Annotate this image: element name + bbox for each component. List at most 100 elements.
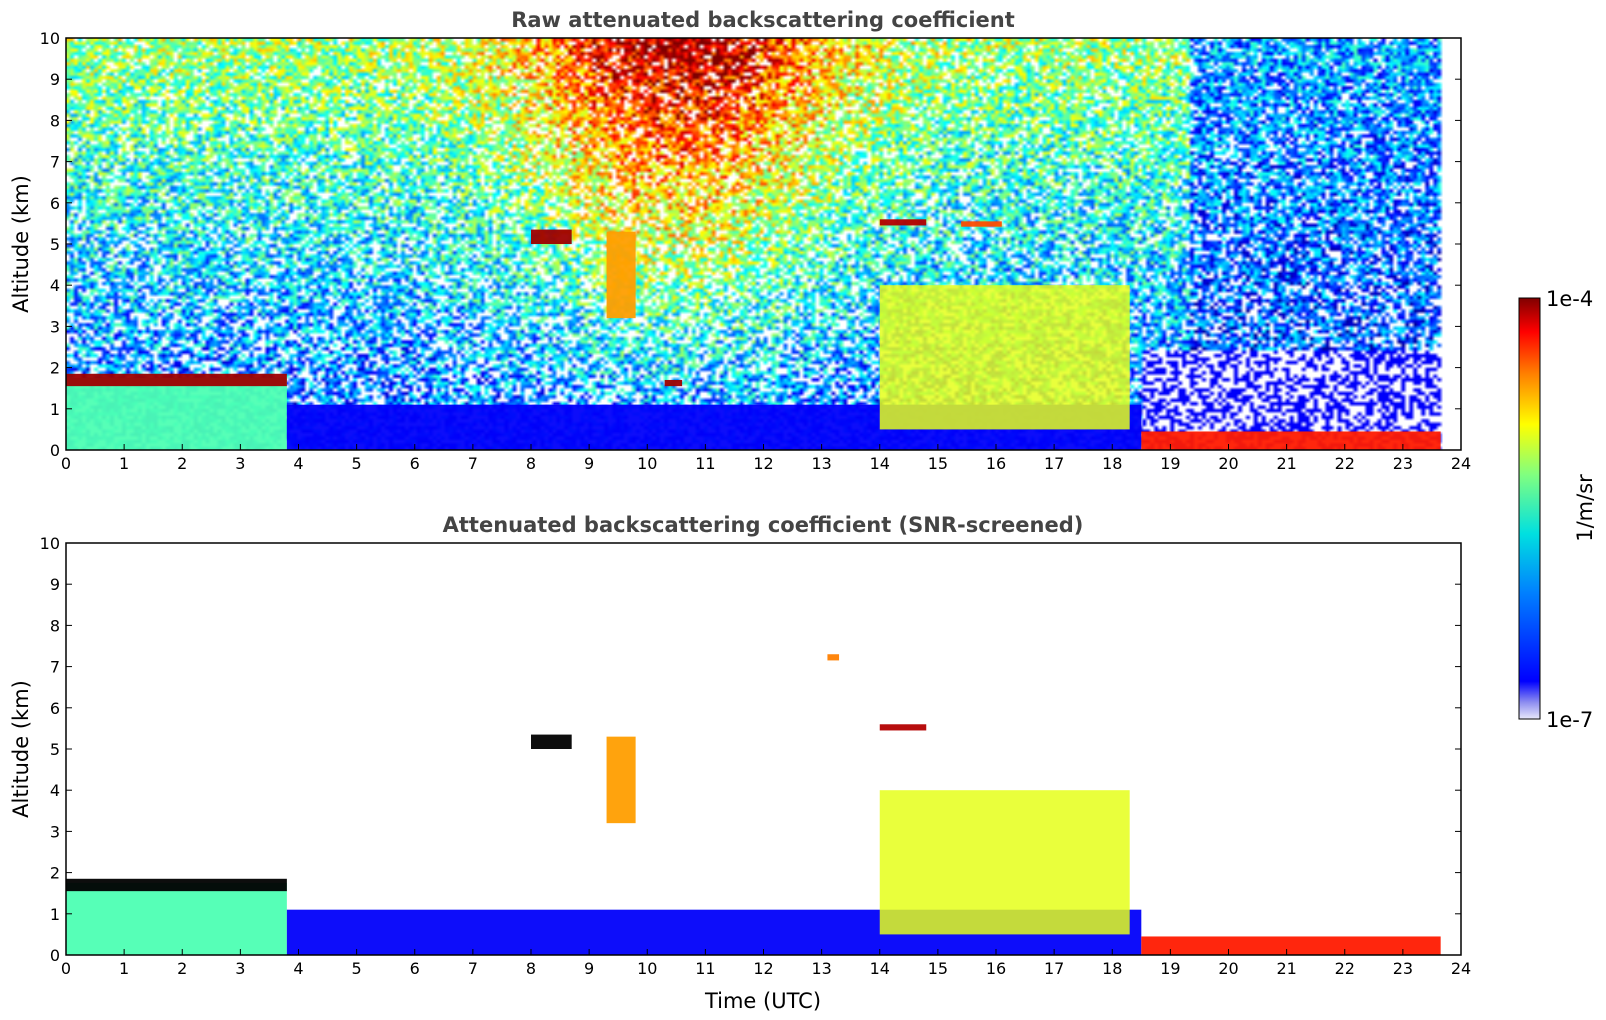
- x-tick-label: 15: [928, 959, 948, 978]
- y-tick-label: 9: [50, 575, 60, 594]
- y-tick-label: 5: [50, 740, 60, 759]
- y-tick-label: 10: [40, 534, 60, 553]
- y-tick-label: 8: [50, 616, 60, 635]
- y-tick-label: 0: [50, 946, 60, 965]
- panel-title-raw: Raw attenuated backscattering coefficien…: [511, 8, 1015, 32]
- colorbar-title: 1/m/sr: [1573, 474, 1597, 542]
- x-tick-label: 23: [1393, 454, 1413, 473]
- x-tick-label: 7: [468, 454, 478, 473]
- x-tick-label: 20: [1218, 454, 1238, 473]
- x-axis-raw: 0 1 2 3 4 5 6 7 8 9 10 11 12 13 14 15 16 17 18 19 20 21 22 23 24: [61, 444, 1471, 473]
- feature-cloud: [531, 229, 572, 244]
- panel-raw: Raw attenuated backscattering coefficien…: [9, 8, 1471, 473]
- x-tick-label: 19: [1160, 454, 1180, 473]
- feature-cloud: [879, 724, 927, 731]
- y-tick-label: 2: [50, 359, 60, 378]
- feature-cloud: [879, 219, 927, 226]
- x-tick-label: 21: [1276, 454, 1296, 473]
- y-tick-label: 9: [50, 70, 60, 89]
- x-tick-label: 8: [526, 959, 536, 978]
- x-tick-label: 14: [870, 959, 890, 978]
- colorbar: 1e-4 1e-7 1/m/sr: [1518, 287, 1597, 732]
- feature-cloud: [531, 734, 572, 749]
- y-tick-label: 7: [50, 153, 60, 172]
- x-tick-label: 12: [753, 454, 773, 473]
- x-tick-label: 17: [1044, 454, 1064, 473]
- panel-screened: Attenuated backscattering coefficient (S…: [9, 513, 1471, 1013]
- x-tick-label: 24: [1451, 959, 1471, 978]
- x-tick-label: 20: [1218, 959, 1238, 978]
- x-tick-label: 16: [986, 959, 1006, 978]
- feature-precipitation: [879, 790, 1130, 935]
- y-tick-label: 3: [50, 822, 60, 841]
- heatmap-raw: [66, 38, 1461, 450]
- feature-cloud: [827, 654, 840, 661]
- y-tick-label: 4: [50, 276, 60, 295]
- x-tick-label: 0: [61, 959, 71, 978]
- x-tick-label: 10: [637, 454, 657, 473]
- x-tick-label: 5: [352, 454, 362, 473]
- x-tick-label: 2: [177, 454, 187, 473]
- panel-title-screened: Attenuated backscattering coefficient (S…: [443, 513, 1084, 537]
- x-tick-label: 18: [1102, 454, 1122, 473]
- y-tick-label: 0: [50, 441, 60, 460]
- x-tick-label: 6: [410, 454, 420, 473]
- x-tick-label: 6: [410, 959, 420, 978]
- x-tick-label: 1: [119, 454, 129, 473]
- feature-cloud-top: [66, 878, 287, 892]
- x-tick-label: 7: [468, 959, 478, 978]
- x-tick-label: 3: [235, 454, 245, 473]
- feature-aerosol-layer: [66, 882, 287, 955]
- colorbar-gradient: [1518, 297, 1541, 720]
- x-tick-label: 9: [584, 454, 594, 473]
- x-tick-label: 10: [637, 959, 657, 978]
- y-tick-label: 2: [50, 864, 60, 883]
- x-tick-label: 15: [928, 454, 948, 473]
- colorbar-max-label: 1e-4: [1546, 287, 1593, 311]
- x-tick-label: 13: [811, 959, 831, 978]
- feature-cloud: [961, 221, 1002, 227]
- x-tick-label: 11: [695, 454, 715, 473]
- colorbar-min-label: 1e-7: [1546, 708, 1593, 732]
- x-tick-label: 9: [584, 959, 594, 978]
- x-tick-label: 14: [870, 454, 890, 473]
- x-tick-label: 12: [753, 959, 773, 978]
- y-tick-label: 5: [50, 235, 60, 254]
- y-tick-label: 6: [50, 194, 60, 213]
- y-axis-label-raw: Altitude (km): [9, 175, 33, 313]
- x-axis-screened: 0 1 2 3 4 5 6 7 8 9 10 11 12 13 14 15 16 17 18 19 20 21 22 23 24: [61, 949, 1471, 978]
- y-tick-label: 4: [50, 781, 60, 800]
- y-axis-label-screened: Altitude (km): [9, 680, 33, 818]
- x-tick-label: 13: [811, 454, 831, 473]
- x-tick-label: 5: [352, 959, 362, 978]
- x-tick-label: 4: [293, 454, 303, 473]
- feature-cloud: [664, 379, 683, 387]
- x-tick-label: 24: [1451, 454, 1471, 473]
- x-tick-label: 17: [1044, 959, 1064, 978]
- x-tick-label: 0: [61, 454, 71, 473]
- x-tick-label: 1: [119, 959, 129, 978]
- y-axis-raw: 0 1 2 3 4 5 6 7 8 9 10: [40, 29, 1461, 460]
- feature-cloud-top: [66, 373, 287, 387]
- y-axis-screened: 0 1 2 3 4 5 6 7 8 9 10: [40, 534, 1461, 965]
- x-tick-label: 4: [293, 959, 303, 978]
- feature-precipitation: [879, 285, 1130, 430]
- feature-aerosol-layer: [66, 377, 287, 450]
- y-tick-label: 6: [50, 699, 60, 718]
- x-tick-label: 22: [1335, 959, 1355, 978]
- x-tick-label: 16: [986, 454, 1006, 473]
- x-tick-label: 21: [1276, 959, 1296, 978]
- x-tick-label: 23: [1393, 959, 1413, 978]
- plot-area-screened: [66, 543, 1461, 955]
- feature-virga: [606, 231, 636, 319]
- y-tick-label: 8: [50, 111, 60, 130]
- feature-virga: [606, 736, 636, 824]
- x-tick-label: 11: [695, 959, 715, 978]
- y-tick-label: 10: [40, 29, 60, 48]
- x-tick-label: 19: [1160, 959, 1180, 978]
- heatmap-features-raw: [66, 219, 1441, 450]
- x-tick-label: 3: [235, 959, 245, 978]
- x-axis-label-screened: Time (UTC): [704, 989, 821, 1013]
- x-tick-label: 18: [1102, 959, 1122, 978]
